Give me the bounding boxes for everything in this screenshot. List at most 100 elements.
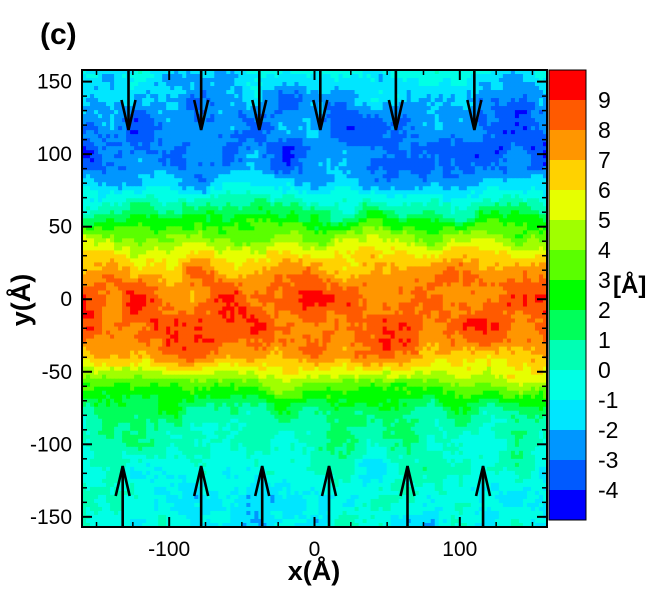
heatmap-cell [310, 214, 316, 219]
heatmap-cell [390, 146, 396, 151]
heatmap-cell [378, 182, 384, 187]
heatmap-cell [146, 82, 151, 87]
heatmap-cell [406, 226, 412, 231]
heatmap-cell [234, 102, 239, 107]
heatmap-cell [166, 158, 171, 163]
heatmap-cell [354, 154, 360, 159]
heatmap-cell [186, 194, 191, 199]
heatmap-cell [526, 106, 532, 111]
heatmap-cell [434, 198, 440, 203]
heatmap-cell [334, 206, 340, 211]
heatmap-cell [162, 214, 167, 219]
heatmap-cell [390, 174, 396, 179]
heatmap-cell [102, 194, 107, 199]
heatmap-cell [458, 142, 464, 147]
heatmap-cell [418, 98, 424, 103]
heatmap-cell [542, 118, 547, 123]
heatmap-cell [90, 130, 95, 135]
heatmap-cell [478, 194, 484, 199]
heatmap-cell [322, 150, 328, 155]
heatmap-cell [306, 154, 312, 159]
heatmap-cell [506, 210, 512, 215]
heatmap-cell [102, 198, 107, 203]
heatmap-cell [118, 158, 123, 163]
heatmap-cell [446, 142, 452, 147]
heatmap-cell [498, 226, 504, 231]
heatmap-cell [326, 126, 332, 131]
heatmap-cell [102, 122, 107, 127]
heatmap-cell [242, 130, 247, 135]
heatmap-cell [106, 206, 111, 211]
heatmap-cell [258, 174, 263, 179]
heatmap-cell [82, 150, 87, 155]
heatmap-cell [446, 230, 452, 235]
heatmap-cell [474, 98, 480, 103]
heatmap-cell [530, 126, 536, 131]
heatmap-cell [214, 118, 219, 123]
heatmap-cell [166, 150, 171, 155]
heatmap-cell [230, 190, 235, 195]
heatmap-cell [134, 150, 139, 155]
heatmap-cell [98, 158, 103, 163]
heatmap-cell [222, 102, 227, 107]
heatmap-cell [502, 238, 508, 243]
heatmap-cell [274, 82, 280, 87]
heatmap-cell [278, 142, 284, 147]
heatmap-cell [478, 150, 484, 155]
heatmap-cell [182, 154, 187, 159]
heatmap-cell [206, 94, 211, 99]
heatmap-cell [398, 206, 404, 211]
heatmap-cell [218, 110, 223, 115]
heatmap-cell [194, 86, 199, 91]
heatmap-cell [390, 126, 396, 131]
heatmap-cell [114, 206, 119, 211]
heatmap-cell [346, 78, 352, 83]
heatmap-cell [402, 146, 408, 151]
heatmap-cell [298, 202, 304, 207]
heatmap-cell [210, 142, 215, 147]
heatmap-cell [186, 238, 191, 243]
heatmap-cell [142, 118, 147, 123]
heatmap-cell [190, 126, 195, 131]
heatmap-cell [438, 158, 444, 163]
heatmap-cell [358, 134, 364, 139]
heatmap-cell [390, 138, 396, 143]
heatmap-cell [542, 110, 547, 115]
heatmap-cell [466, 154, 472, 159]
heatmap-cell [118, 134, 123, 139]
heatmap-cell [342, 90, 348, 95]
heatmap-cell [166, 170, 171, 175]
heatmap-cell [90, 86, 95, 91]
heatmap-cell [174, 162, 179, 167]
heatmap-cell [286, 206, 292, 211]
heatmap-cell [294, 170, 300, 175]
heatmap-cell [278, 106, 284, 111]
heatmap-cell [306, 194, 312, 199]
heatmap-cell [482, 78, 488, 83]
heatmap-cell [482, 222, 488, 227]
heatmap-cell [110, 98, 115, 103]
heatmap-cell [94, 150, 99, 155]
heatmap-cell [418, 126, 424, 131]
heatmap-cell [378, 230, 384, 235]
heatmap-cell [498, 210, 504, 215]
heatmap-cell [498, 138, 504, 143]
heatmap-cell [246, 78, 251, 83]
heatmap-cell [206, 198, 211, 203]
heatmap-cell [134, 182, 139, 187]
heatmap-cell [190, 98, 195, 103]
heatmap-cell [486, 86, 492, 91]
heatmap-cell [154, 142, 159, 147]
heatmap-cell [278, 162, 284, 167]
heatmap-cell [418, 210, 424, 215]
heatmap-cell [154, 198, 159, 203]
heatmap-cell [510, 226, 516, 231]
heatmap-cell [230, 130, 235, 135]
heatmap-cell [254, 82, 259, 87]
heatmap-cell [222, 122, 227, 127]
heatmap-cell [98, 150, 103, 155]
heatmap-cell [230, 110, 235, 115]
heatmap-cell [294, 166, 300, 171]
heatmap-cell [422, 130, 428, 135]
heatmap-cell [114, 242, 119, 247]
